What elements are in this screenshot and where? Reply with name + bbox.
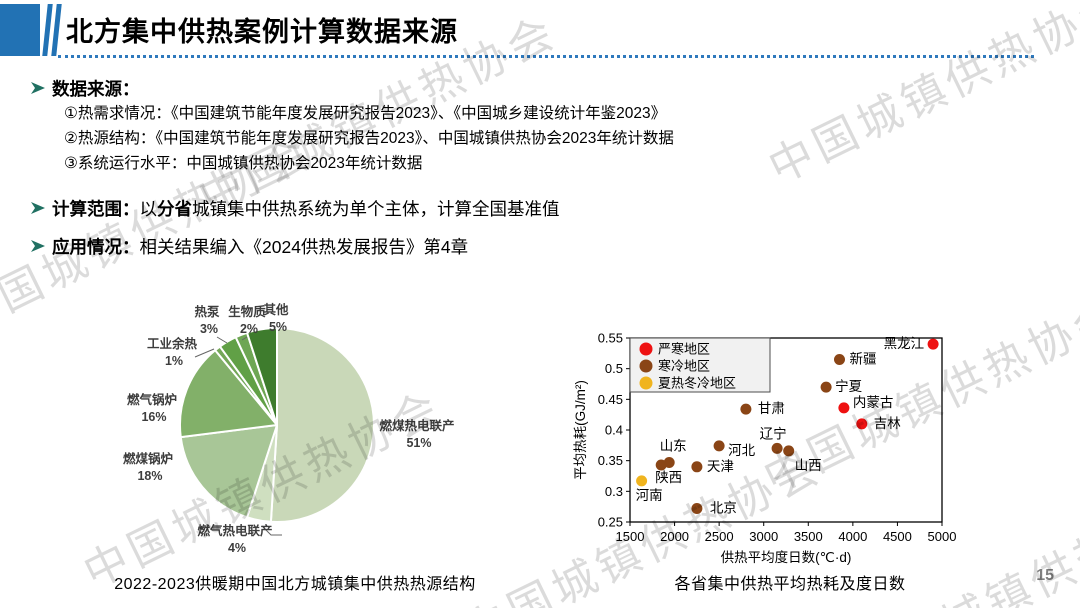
legend-label: 夏热冬冷地区: [658, 376, 736, 391]
scatter-point-label: 山西: [795, 458, 822, 473]
pie-label-leader-line: [241, 336, 248, 341]
pie-slice-label: 生物质 2%: [228, 304, 266, 336]
bullet-text: 应用情况：相关结果编入《2024供热发展报告》第4章: [52, 237, 469, 257]
legend-label: 严寒地区: [658, 342, 710, 357]
data-source-item-3: ③系统运行水平：中国城镇供热协会2023年统计数据: [64, 155, 423, 172]
bullet-calc-scope: 计算范围：以分省城镇集中供热系统为单个主体，计算全国基准值: [30, 196, 560, 221]
scatter-point: [783, 445, 795, 457]
legend-marker: [639, 359, 653, 373]
y-axis-tick-label: 0.25: [598, 515, 623, 530]
scatter-point-label: 吉林: [874, 416, 901, 431]
x-axis-tick-label: 5000: [928, 529, 957, 544]
x-axis-tick-label: 3500: [794, 529, 823, 544]
x-axis-tick-label: 1500: [616, 529, 645, 544]
pie-label-leader-line: [261, 525, 282, 536]
scatter-point: [834, 354, 845, 365]
scatter-point: [655, 459, 667, 471]
y-axis-tick-label: 0.55: [598, 331, 623, 346]
scatter-point: [713, 440, 725, 452]
legend-marker: [639, 342, 653, 356]
scatter-chart-svg: 1500 2000 2500 3000 3500 4000 4500 5000 0.55 0.5 0…: [573, 331, 957, 566]
x-axis-tick-label: 4500: [883, 529, 912, 544]
scatter-point: [636, 475, 648, 487]
heat-source-pie-chart: 燃煤热电联产 51% 燃气热电联产 4% 燃煤锅炉 18% 燃气锅炉 16% 工业余热 1% 热泵 3…: [95, 293, 495, 561]
title-divider: [58, 55, 1034, 58]
pie-slice-label: 燃煤锅炉 18%: [123, 451, 173, 483]
y-axis-tick-label: 0.5: [605, 361, 623, 376]
pie-slice-label: 燃煤热电联产 51%: [379, 418, 454, 450]
x-axis-tick-label: 3000: [749, 529, 778, 544]
bullet-heading: 数据来源：: [52, 79, 140, 99]
pie-slice-label: 其他 5%: [263, 302, 289, 334]
pie-chart-svg: 燃煤热电联产 51% 燃气热电联产 4% 燃煤锅炉 18% 燃气锅炉 16% 工业余热 1%热泵 3…: [123, 302, 455, 555]
data-source-item-1: ①热需求情况：《中国建筑节能年度发展研究报告2023》、《中国城乡建设统计年鉴2…: [64, 105, 667, 122]
page-number: 15: [1036, 567, 1054, 584]
y-axis-title: 平均热耗(GJ/m²): [573, 380, 588, 480]
pie-slice-label: 热泵 3%: [194, 304, 220, 336]
legend-label: 寒冷地区: [658, 359, 710, 374]
pie-label-leader-line: [216, 336, 228, 344]
scatter-point: [691, 461, 703, 473]
scatter-point: [820, 381, 832, 393]
scatter-point: [927, 338, 939, 350]
bullet-text: 计算范围：以分省城镇集中供热系统为单个主体，计算全国基准值: [52, 199, 560, 219]
scatter-point-label: 宁夏: [835, 378, 863, 394]
scatter-point-label: 黑龙江: [884, 336, 925, 351]
x-axis-tick-label: 2000: [660, 529, 689, 544]
scatter-point: [838, 402, 850, 414]
pie-slice: [179, 349, 278, 439]
y-axis-tick-label: 0.3: [605, 484, 623, 499]
title-accent-block: [0, 4, 40, 56]
scatter-point-label: 北京: [710, 501, 737, 516]
scatter-point-label: 天津: [707, 459, 734, 474]
x-axis-tick-label: 2500: [705, 529, 734, 544]
bullet-arrow-icon: [30, 80, 52, 101]
province-scatter-chart: 1500 2000 2500 3000 3500 4000 4500 5000 0.55 0.5 0…: [572, 312, 972, 566]
bullet-arrow-icon: [30, 200, 52, 221]
scatter-point-label: 甘肃: [758, 401, 785, 416]
pie-slice: [179, 424, 278, 519]
scatter-point-label: 辽宁: [760, 425, 787, 441]
page-title: 北方集中供热案例计算数据来源: [66, 17, 458, 47]
scatter-point: [740, 403, 752, 415]
pie-chart-caption: 2022-2023供暖期中国北方城镇集中供热热源结构: [114, 576, 476, 593]
bullet-arrow-icon: [30, 238, 52, 259]
scatter-point-label: 内蒙古: [853, 395, 894, 410]
scatter-point-label: 河北: [728, 443, 756, 458]
y-axis-tick-label: 0.45: [598, 392, 623, 407]
legend-box: [629, 337, 771, 393]
y-axis-tick-label: 0.4: [605, 423, 623, 438]
pie-slice-label: 燃气锅炉 16%: [127, 392, 177, 424]
scatter-point: [691, 503, 703, 514]
bullet-application: 应用情况：相关结果编入《2024供热发展报告》第4章: [30, 234, 468, 259]
scatter-point: [856, 418, 868, 430]
bullet-data-source: 数据来源： ①热需求情况：《中国建筑节能年度发展研究报告2023》、《中国城乡建…: [30, 76, 674, 176]
scatter-point: [771, 442, 783, 454]
scatter-point-label: 陕西: [655, 470, 682, 485]
scatter-point-label: 山东: [660, 439, 687, 454]
y-axis-tick-label: 0.35: [598, 453, 623, 468]
scatter-point-label: 新疆: [850, 352, 877, 367]
legend-marker: [639, 376, 653, 390]
scatter-point-label: 河南: [636, 488, 663, 503]
pie-label-leader-line: [194, 348, 215, 358]
scatter-chart-caption: 各省集中供热平均热耗及度日数: [674, 576, 906, 593]
watermark: 中国城镇供热协会: [761, 0, 1080, 194]
pie-slice-label: 工业余热 1%: [147, 336, 198, 368]
pie-slice-label: 燃气热电联产 4%: [197, 523, 272, 555]
pie-slice: [269, 327, 375, 523]
title-accent-bar: [51, 4, 62, 56]
data-source-item-2: ②热源结构：《中国建筑节能年度发展研究报告2023》、中国城镇供热协会2023年…: [64, 130, 674, 147]
x-axis-tick-label: 4000: [838, 529, 867, 544]
pie-slice: [246, 327, 278, 426]
x-axis-title: 供热平均度日数(℃·d): [721, 550, 852, 565]
